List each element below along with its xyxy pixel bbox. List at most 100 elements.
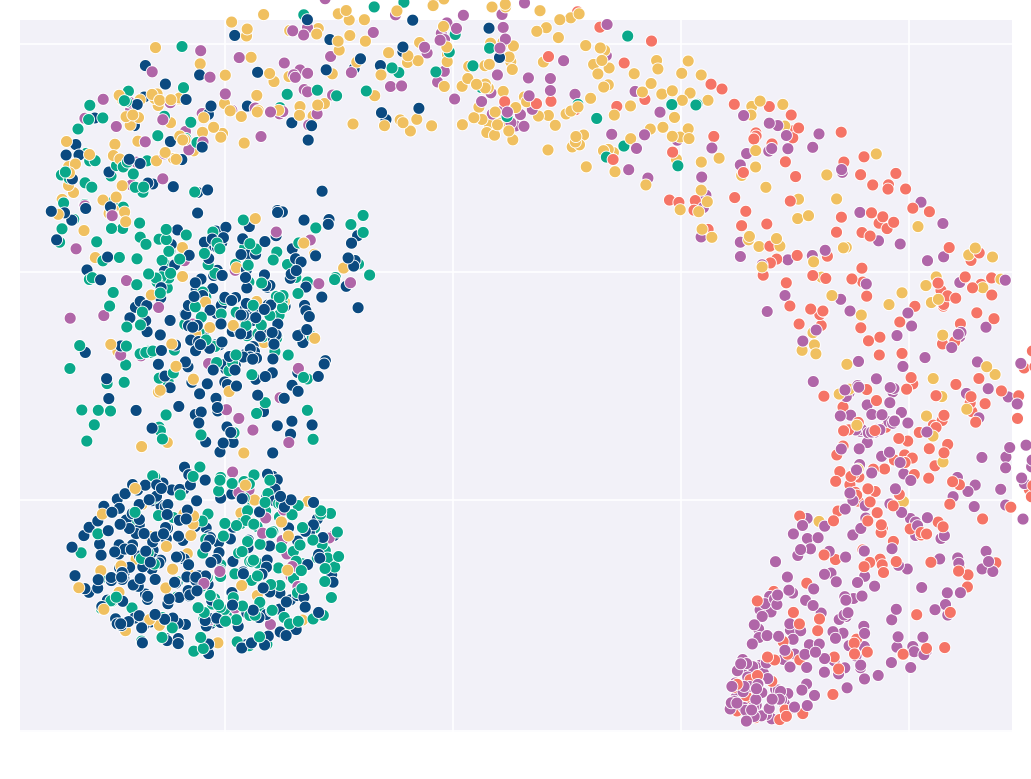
- data-point-mauve: [96, 92, 110, 106]
- data-point-mauve: [517, 119, 531, 133]
- data-point-teal: [281, 348, 295, 362]
- data-point-coral: [924, 555, 938, 569]
- data-point-coral: [792, 317, 806, 331]
- data-point-navy: [143, 555, 157, 569]
- data-point-gold: [248, 493, 262, 507]
- data-point-teal: [266, 253, 280, 267]
- data-point-coral: [893, 315, 907, 329]
- data-point-mauve: [1016, 512, 1030, 526]
- data-point-mauve: [928, 603, 942, 617]
- data-point-navy: [91, 573, 105, 587]
- data-point-mauve: [788, 700, 801, 714]
- data-point-coral: [750, 594, 764, 608]
- data-point-coral: [929, 389, 943, 403]
- data-point-teal: [314, 504, 328, 518]
- data-point-gold: [759, 180, 773, 194]
- data-point-navy: [193, 387, 207, 401]
- data-point-navy: [230, 379, 243, 393]
- data-point-mauve: [557, 54, 571, 68]
- data-point-mauve: [518, 0, 531, 10]
- data-point-gold: [608, 165, 622, 179]
- data-point-coral: [792, 121, 806, 135]
- data-point-coral: [895, 346, 909, 360]
- data-point-teal: [155, 432, 169, 446]
- data-point-navy: [198, 473, 212, 487]
- data-point-gold: [248, 212, 262, 226]
- data-point-mauve: [875, 408, 889, 422]
- data-point-coral: [931, 276, 945, 290]
- data-point-coral: [779, 709, 793, 723]
- data-point-gold: [705, 230, 719, 244]
- data-point-mauve: [889, 602, 903, 616]
- data-point-navy: [204, 555, 218, 569]
- data-point-mauve: [843, 486, 857, 500]
- data-point-gold: [675, 66, 689, 80]
- data-point-teal: [90, 235, 104, 249]
- data-point-gold: [584, 91, 598, 105]
- data-point-mauve: [282, 436, 296, 450]
- data-point-gold: [919, 279, 933, 293]
- data-point-gold: [169, 152, 183, 166]
- data-point-navy: [226, 598, 239, 612]
- data-point-mauve: [286, 24, 300, 38]
- data-point-teal: [332, 550, 346, 563]
- data-point-mauve: [839, 550, 853, 564]
- data-point-navy: [100, 372, 114, 386]
- data-point-navy: [190, 584, 204, 598]
- data-point-mauve: [834, 442, 848, 456]
- data-point-coral: [942, 241, 956, 255]
- data-point-navy: [191, 206, 205, 220]
- data-point-mauve: [448, 92, 462, 106]
- data-point-mauve: [905, 319, 919, 333]
- data-point-mauve: [733, 250, 747, 263]
- data-point-coral: [784, 108, 798, 122]
- data-point-teal: [173, 252, 187, 266]
- data-point-mauve: [920, 425, 934, 439]
- data-point-teal: [71, 122, 85, 136]
- data-point-navy: [154, 344, 168, 357]
- data-point-mauve: [796, 519, 809, 532]
- data-point-mauve: [213, 564, 227, 578]
- data-point-teal: [671, 159, 685, 173]
- data-point-mauve: [975, 450, 989, 464]
- data-point-navy: [291, 384, 305, 398]
- data-point-gold: [115, 179, 129, 193]
- data-point-navy: [59, 148, 73, 162]
- data-point-teal: [73, 339, 87, 353]
- data-point-navy: [274, 489, 287, 503]
- data-point-gold: [776, 97, 790, 111]
- data-point-teal: [218, 516, 232, 530]
- data-point-navy: [225, 294, 239, 307]
- data-point-teal: [58, 165, 72, 179]
- data-point-navy: [114, 617, 128, 631]
- data-point-gold: [426, 0, 440, 13]
- data-point-mauve: [725, 679, 739, 693]
- data-point-teal: [285, 508, 299, 522]
- data-point-mauve: [395, 79, 409, 93]
- data-point-navy: [188, 276, 202, 290]
- data-point-teal: [265, 603, 279, 617]
- data-point-coral: [789, 170, 803, 184]
- data-point-teal: [194, 428, 208, 442]
- data-point-teal: [106, 285, 120, 299]
- data-point-coral: [845, 272, 859, 286]
- data-point-navy: [309, 249, 323, 263]
- data-point-navy: [158, 77, 172, 91]
- data-point-navy: [265, 326, 279, 340]
- data-point-teal: [689, 98, 703, 112]
- data-point-coral: [542, 50, 555, 64]
- data-point-mauve: [745, 703, 759, 717]
- data-point-gold: [410, 112, 424, 126]
- data-point-mauve: [885, 542, 899, 556]
- data-point-gold: [807, 255, 821, 269]
- data-point-gold: [186, 372, 200, 386]
- data-point-navy: [137, 527, 151, 541]
- data-point-navy: [277, 391, 291, 405]
- data-point-navy: [354, 52, 367, 66]
- data-point-gold: [238, 478, 252, 492]
- data-point-coral: [806, 269, 820, 282]
- data-point-coral: [747, 132, 761, 146]
- data-point-teal: [105, 222, 118, 235]
- data-point-mauve: [806, 375, 820, 389]
- data-point-gold: [791, 212, 805, 226]
